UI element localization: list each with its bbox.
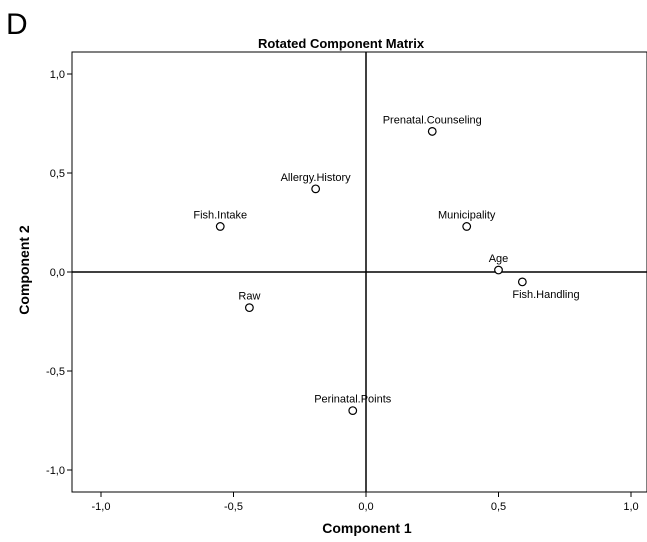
y-tick-label: 0,5 <box>50 168 65 180</box>
y-tick-label: 0,0 <box>50 267 65 279</box>
y-tick-label: 1,0 <box>50 69 65 81</box>
point-label: Raw <box>238 291 260 303</box>
point-label: Prenatal.Counseling <box>383 114 482 126</box>
axes-layer <box>72 52 647 492</box>
x-tick-label: -1,0 <box>92 501 111 513</box>
ticks-layer: -1,0 -0,5 0,0 0,5 1,0 1,0 0,5 0,0 -0,5 -1,0 <box>46 69 639 513</box>
point-label: Fish.Handling <box>512 289 579 301</box>
data-point <box>311 184 321 194</box>
x-tick-label: 0,5 <box>491 501 506 513</box>
points-layer: Prenatal.Counseling Allergy.History Fish.I… <box>193 114 580 416</box>
point-label: Perinatal.Points <box>314 394 392 406</box>
data-point <box>427 127 437 136</box>
point-label: Fish.Intake <box>193 209 247 221</box>
chart-title: Rotated Component Matrix <box>258 36 425 51</box>
y-tick-label: -0,5 <box>46 366 65 378</box>
data-point <box>462 222 472 231</box>
x-tick-label: 0,0 <box>358 501 373 513</box>
data-point <box>215 222 225 231</box>
x-tick-label: 1,0 <box>623 501 638 513</box>
point-label: Age <box>489 253 509 265</box>
data-point <box>348 406 358 416</box>
data-point <box>494 265 503 275</box>
point-label: Municipality <box>438 209 496 221</box>
x-axis-label: Component 1 <box>322 520 412 536</box>
panel-label: D <box>6 8 28 41</box>
y-axis-label: Component 2 <box>16 225 32 315</box>
data-point <box>244 303 254 313</box>
x-tick-label: -0,5 <box>224 501 243 513</box>
point-label: Allergy.History <box>281 172 352 184</box>
y-tick-label: -1,0 <box>46 465 65 477</box>
data-point <box>517 277 527 287</box>
